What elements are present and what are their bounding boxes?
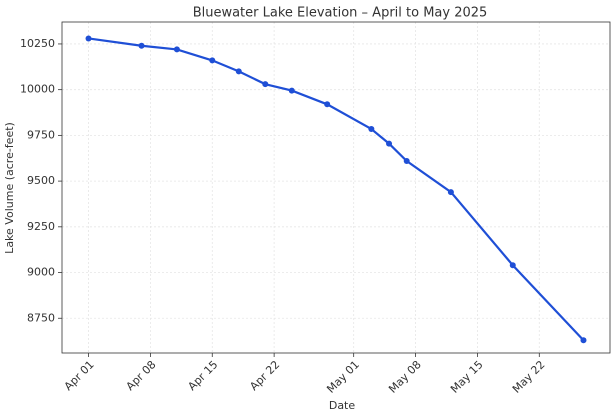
y-tick-label: 9750 [27, 128, 55, 141]
point [209, 57, 216, 64]
point [447, 189, 454, 196]
point [368, 125, 375, 132]
y-tick-label: 10250 [20, 37, 55, 50]
x-tick-label: Apr 08 [124, 358, 159, 393]
x-tick-label: Apr 22 [247, 358, 282, 393]
y-axis-label: Lake Volume (acre-feet) [3, 122, 16, 254]
x-tick-label: May 22 [510, 358, 548, 396]
point [262, 81, 269, 88]
point [85, 35, 92, 42]
x-tick-label: Apr 01 [62, 358, 97, 393]
point [324, 101, 331, 108]
x-axis-label: Date [329, 399, 356, 412]
line [88, 37, 585, 341]
plot-frame [61, 21, 611, 354]
x-tick-label: Apr 15 [185, 358, 220, 393]
point [386, 140, 393, 147]
point [580, 337, 587, 344]
x-tick-label: May 01 [324, 358, 362, 396]
y-tick-label: 8750 [27, 311, 55, 324]
y-tick-label: 9500 [27, 174, 55, 187]
y-tick-label: 10000 [20, 83, 55, 96]
y-tick-label: 9000 [27, 266, 55, 279]
x-tick-label: May 08 [386, 358, 424, 396]
point [235, 68, 242, 75]
point [288, 87, 295, 94]
point [173, 46, 180, 53]
point [509, 262, 516, 269]
point [403, 157, 410, 164]
point [138, 42, 145, 49]
y-tick-label: 9250 [27, 220, 55, 233]
chart-title: Bluewater Lake Elevation – April to May … [193, 6, 488, 21]
x-tick-label: May 15 [448, 358, 486, 396]
